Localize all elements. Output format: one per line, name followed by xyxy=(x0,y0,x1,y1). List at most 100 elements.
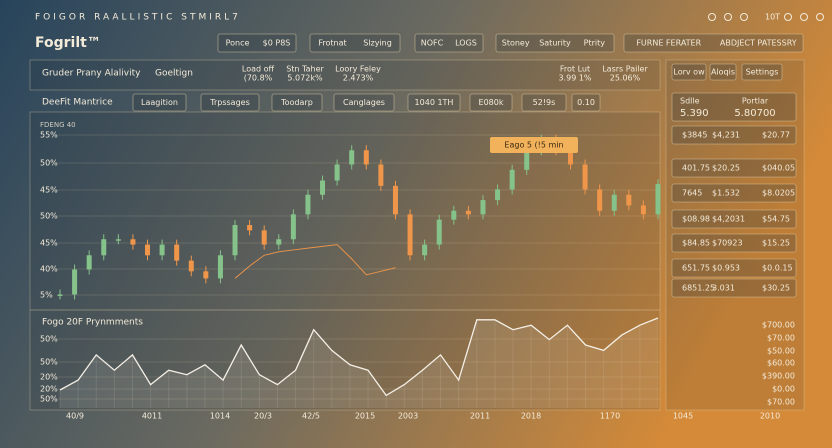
button[interactable]: Stoney xyxy=(502,39,530,48)
tab-label[interactable]: E080k xyxy=(479,98,504,107)
order-cell: 3.031 xyxy=(712,284,735,293)
stat-label: Loory Feley xyxy=(335,65,381,74)
tab-label[interactable]: Toodarp xyxy=(280,98,313,107)
stat-label: Frot Lut xyxy=(560,65,590,74)
tab-label[interactable]: 0.10 xyxy=(577,98,595,107)
candle xyxy=(524,150,530,170)
x-label: 2015 xyxy=(355,412,375,421)
tab xyxy=(571,93,601,112)
candle xyxy=(611,194,617,211)
tab-label[interactable]: Canglages xyxy=(343,98,385,107)
button-group xyxy=(623,33,804,53)
side-panel xyxy=(665,59,805,411)
candle xyxy=(261,230,267,245)
candle xyxy=(363,150,369,165)
summary-panel xyxy=(29,59,661,91)
side-tab xyxy=(671,63,707,81)
y-tick-label: 40% xyxy=(40,265,58,274)
side-tab-label: Settings xyxy=(746,68,779,77)
side-tab-label: Lorv ow xyxy=(673,68,705,77)
candle xyxy=(86,255,92,270)
header-value: 5.390 xyxy=(680,108,709,119)
tab xyxy=(407,93,461,112)
x-label: 4011 xyxy=(142,412,162,421)
order-cell: $08.98 xyxy=(682,215,710,224)
candle xyxy=(320,180,326,195)
summary-name: Goeltign xyxy=(155,69,193,79)
order-cell: $4,2031 xyxy=(712,215,745,224)
right-label: $60.00 xyxy=(767,359,795,368)
tab-label[interactable]: 1040 1TH xyxy=(415,98,454,107)
candle xyxy=(101,239,107,256)
header-label: Portlar xyxy=(742,97,769,106)
order-cell: $8.0205 xyxy=(762,189,795,198)
order-cell: 7645 xyxy=(682,189,702,198)
stat-value: (70.8% xyxy=(244,74,273,83)
right-label: $700.00 xyxy=(762,321,795,330)
stat-value: 5.072k% xyxy=(287,74,323,83)
candle xyxy=(509,169,515,190)
y-tick-label: 50% xyxy=(40,335,58,344)
tab xyxy=(200,93,260,112)
tooltip xyxy=(490,137,578,153)
right-label: $70.00 xyxy=(767,334,795,343)
order-cell: $1.532 xyxy=(712,189,740,198)
button[interactable]: Ptrity xyxy=(584,39,606,48)
tab xyxy=(132,93,187,112)
chart-title: Fogo 20F Prynmments xyxy=(42,318,143,328)
logo: Fogrilt™ xyxy=(35,35,101,51)
header-value: 5.80700 xyxy=(734,108,775,119)
order-cell: $20.25 xyxy=(712,164,740,173)
order-row xyxy=(671,183,797,203)
icon xyxy=(708,13,716,21)
order-row xyxy=(671,209,797,229)
button[interactable]: $0 P8S xyxy=(263,39,291,48)
button[interactable]: ABDJECT PATESSRY xyxy=(720,39,797,48)
x-label: 1045 xyxy=(673,412,693,421)
button[interactable]: NOFC xyxy=(421,39,444,48)
chart-label: FDENG 40 xyxy=(40,121,76,129)
line xyxy=(59,317,659,397)
icon xyxy=(816,13,824,21)
stat-label: Lasrs Pailer xyxy=(602,65,648,74)
candle xyxy=(57,294,63,296)
button[interactable]: Slzying xyxy=(363,39,392,48)
order-row xyxy=(671,125,797,145)
candle xyxy=(305,194,311,215)
x-label: 20/3 xyxy=(254,412,272,421)
tab xyxy=(333,93,395,112)
tab xyxy=(469,93,513,112)
candle xyxy=(232,225,238,256)
order-cell: $70923 xyxy=(712,239,743,248)
order-cell: 6851.25 xyxy=(682,284,715,293)
button[interactable]: FURNE FERATER xyxy=(636,39,701,48)
candle xyxy=(436,219,442,245)
button[interactable]: Saturity xyxy=(539,39,571,48)
candle xyxy=(582,164,588,190)
icon xyxy=(784,13,792,21)
side-tab xyxy=(741,63,783,81)
candle xyxy=(145,244,151,256)
button[interactable]: Frotnat xyxy=(318,39,346,48)
stat-value: 3.99 1% xyxy=(558,74,591,83)
button-group xyxy=(309,33,401,53)
candle xyxy=(174,244,180,261)
candle xyxy=(72,269,78,295)
candle xyxy=(495,189,501,201)
candle xyxy=(115,239,121,241)
order-cell: $0.0.15 xyxy=(762,264,793,273)
button[interactable]: LOGS xyxy=(455,39,477,48)
candle xyxy=(422,244,428,256)
candle xyxy=(451,210,457,220)
candle xyxy=(626,194,632,206)
tab-label[interactable]: Laagition xyxy=(141,98,178,107)
y-tick-label: 50% xyxy=(40,159,58,168)
tab-label[interactable]: Trpssages xyxy=(209,98,249,107)
right-label: $70.00 xyxy=(767,398,795,407)
tab-label[interactable]: 52!9s xyxy=(533,98,556,107)
button[interactable]: Ponce xyxy=(226,39,250,48)
x-label: 2011 xyxy=(470,412,490,421)
header-label: Sdlle xyxy=(680,97,700,106)
order-cell: 651.75 xyxy=(682,264,710,273)
